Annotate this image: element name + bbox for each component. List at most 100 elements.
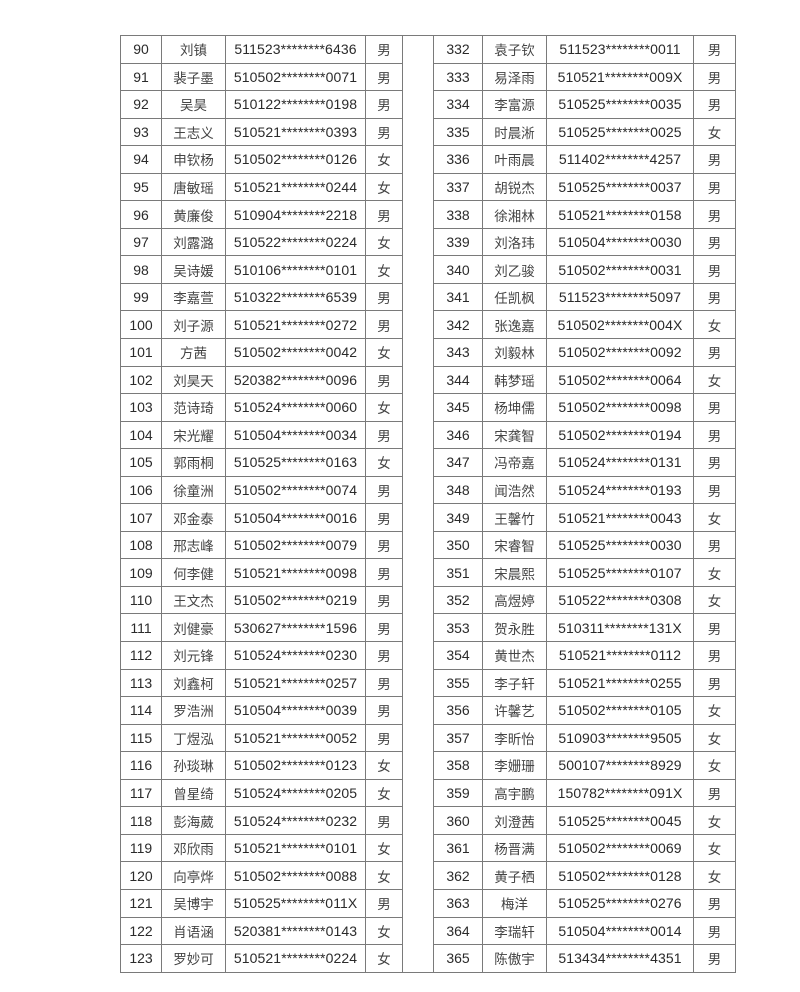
row-number: 348 bbox=[433, 475, 483, 505]
student-name: 闻浩然 bbox=[482, 475, 547, 505]
table-row: 106 徐童洲 510502********0074 男 348 闻浩然 510524***… bbox=[120, 475, 736, 505]
column-gap bbox=[402, 558, 434, 587]
row-number: 97 bbox=[120, 227, 162, 257]
student-name: 向亭烨 bbox=[161, 861, 226, 890]
student-name: 黄世杰 bbox=[482, 641, 547, 670]
student-name: 胡锐杰 bbox=[482, 172, 547, 202]
id-number: 510525********0107 bbox=[546, 558, 694, 587]
column-gap bbox=[402, 283, 434, 311]
row-number: 332 bbox=[433, 35, 483, 64]
id-number: 510504********0030 bbox=[546, 227, 694, 257]
student-name: 高煜婷 bbox=[482, 585, 547, 615]
row-number: 354 bbox=[433, 641, 483, 670]
row-number: 113 bbox=[120, 668, 162, 698]
table-row: 109 何李健 510521********0098 男 351 宋晨熙 510525***… bbox=[120, 558, 736, 587]
gender: 女 bbox=[693, 696, 736, 725]
column-gap bbox=[402, 724, 434, 752]
student-name: 徐湘林 bbox=[482, 200, 547, 229]
table-row: 99 李嘉萱 510322********6539 男 341 任凯枫 511523****… bbox=[120, 282, 736, 312]
gender: 男 bbox=[365, 365, 403, 395]
id-number: 510524********0131 bbox=[546, 448, 694, 477]
student-name: 罗浩洲 bbox=[161, 696, 226, 725]
table-row: 94 申钦杨 510502********0126 女 336 叶雨晨 511402****… bbox=[120, 145, 736, 174]
id-number: 510502********0092 bbox=[546, 338, 694, 367]
id-number: 510525********0163 bbox=[225, 448, 366, 477]
id-number: 511402********4257 bbox=[546, 145, 694, 174]
id-number: 510524********0232 bbox=[225, 806, 366, 835]
table-row: 92 吴昊 510122********0198 男 334 李富源 510525*****… bbox=[120, 90, 736, 119]
row-number: 359 bbox=[433, 778, 483, 808]
row-number: 360 bbox=[433, 806, 483, 835]
student-name: 方茜 bbox=[161, 338, 226, 367]
gender: 男 bbox=[365, 62, 403, 92]
gender: 男 bbox=[693, 778, 736, 808]
student-name: 刘镇 bbox=[161, 35, 226, 64]
id-number: 510525********0276 bbox=[546, 888, 694, 918]
gender: 女 bbox=[365, 778, 403, 808]
row-number: 122 bbox=[120, 916, 162, 946]
gender: 男 bbox=[365, 888, 403, 918]
gender: 男 bbox=[693, 668, 736, 698]
id-number: 510502********0071 bbox=[225, 62, 366, 92]
gender: 男 bbox=[365, 475, 403, 505]
row-number: 363 bbox=[433, 888, 483, 918]
id-number: 510502********0098 bbox=[546, 393, 694, 422]
student-name: 黄子栖 bbox=[482, 861, 547, 890]
gender: 男 bbox=[365, 585, 403, 615]
row-number: 118 bbox=[120, 806, 162, 835]
row-number: 356 bbox=[433, 696, 483, 725]
column-gap bbox=[402, 63, 434, 91]
gender: 男 bbox=[693, 338, 736, 367]
column-gap bbox=[402, 503, 434, 532]
gender: 男 bbox=[365, 613, 403, 643]
id-number: 510521********0098 bbox=[225, 558, 366, 587]
column-gap bbox=[402, 476, 434, 504]
gender: 女 bbox=[365, 448, 403, 477]
id-number: 510525********0025 bbox=[546, 117, 694, 147]
row-number: 347 bbox=[433, 448, 483, 477]
student-name: 高宇鹏 bbox=[482, 778, 547, 808]
column-gap bbox=[402, 173, 434, 201]
gender: 男 bbox=[693, 282, 736, 312]
row-number: 345 bbox=[433, 393, 483, 422]
row-number: 346 bbox=[433, 420, 483, 450]
row-number: 96 bbox=[120, 200, 162, 229]
id-number: 510502********0123 bbox=[225, 751, 366, 780]
gender: 女 bbox=[693, 310, 736, 340]
row-number: 92 bbox=[120, 90, 162, 119]
student-name: 吴诗媛 bbox=[161, 255, 226, 284]
column-gap bbox=[402, 200, 434, 229]
id-number: 510502********0126 bbox=[225, 145, 366, 174]
column-gap bbox=[402, 310, 434, 339]
id-number: 510502********0128 bbox=[546, 861, 694, 890]
table-row: 116 孙琰琳 510502********0123 女 358 李姗珊 500107***… bbox=[120, 751, 736, 780]
row-number: 337 bbox=[433, 172, 483, 202]
student-name: 唐敏瑶 bbox=[161, 172, 226, 202]
student-name: 刘子源 bbox=[161, 310, 226, 340]
table-row: 104 宋光耀 510504********0034 男 346 宋龚智 510502***… bbox=[120, 420, 736, 450]
student-name: 郭雨桐 bbox=[161, 448, 226, 477]
row-number: 117 bbox=[120, 778, 162, 808]
id-number: 510502********0194 bbox=[546, 420, 694, 450]
row-number: 102 bbox=[120, 365, 162, 395]
row-number: 340 bbox=[433, 255, 483, 284]
table-row: 122 肖语涵 520381********0143 女 364 李瑞轩 510504***… bbox=[120, 916, 736, 946]
gender: 女 bbox=[693, 723, 736, 753]
row-number: 93 bbox=[120, 117, 162, 147]
gender: 女 bbox=[693, 861, 736, 890]
gender: 男 bbox=[365, 90, 403, 119]
id-number: 510521********0158 bbox=[546, 200, 694, 229]
row-number: 115 bbox=[120, 723, 162, 753]
row-number: 94 bbox=[120, 145, 162, 174]
student-name: 吴博宇 bbox=[161, 888, 226, 918]
student-name: 彭海葳 bbox=[161, 806, 226, 835]
id-number: 510502********0042 bbox=[225, 338, 366, 367]
gender: 女 bbox=[365, 227, 403, 257]
id-number: 510521********0257 bbox=[225, 668, 366, 698]
student-name: 邓欣雨 bbox=[161, 833, 226, 863]
student-roster-table: 90 刘镇 511523********6436 男 332 袁子钦 511523*****… bbox=[120, 35, 736, 973]
gender: 男 bbox=[693, 90, 736, 119]
student-name: 何李健 bbox=[161, 558, 226, 587]
row-number: 365 bbox=[433, 944, 483, 973]
gender: 男 bbox=[693, 35, 736, 64]
